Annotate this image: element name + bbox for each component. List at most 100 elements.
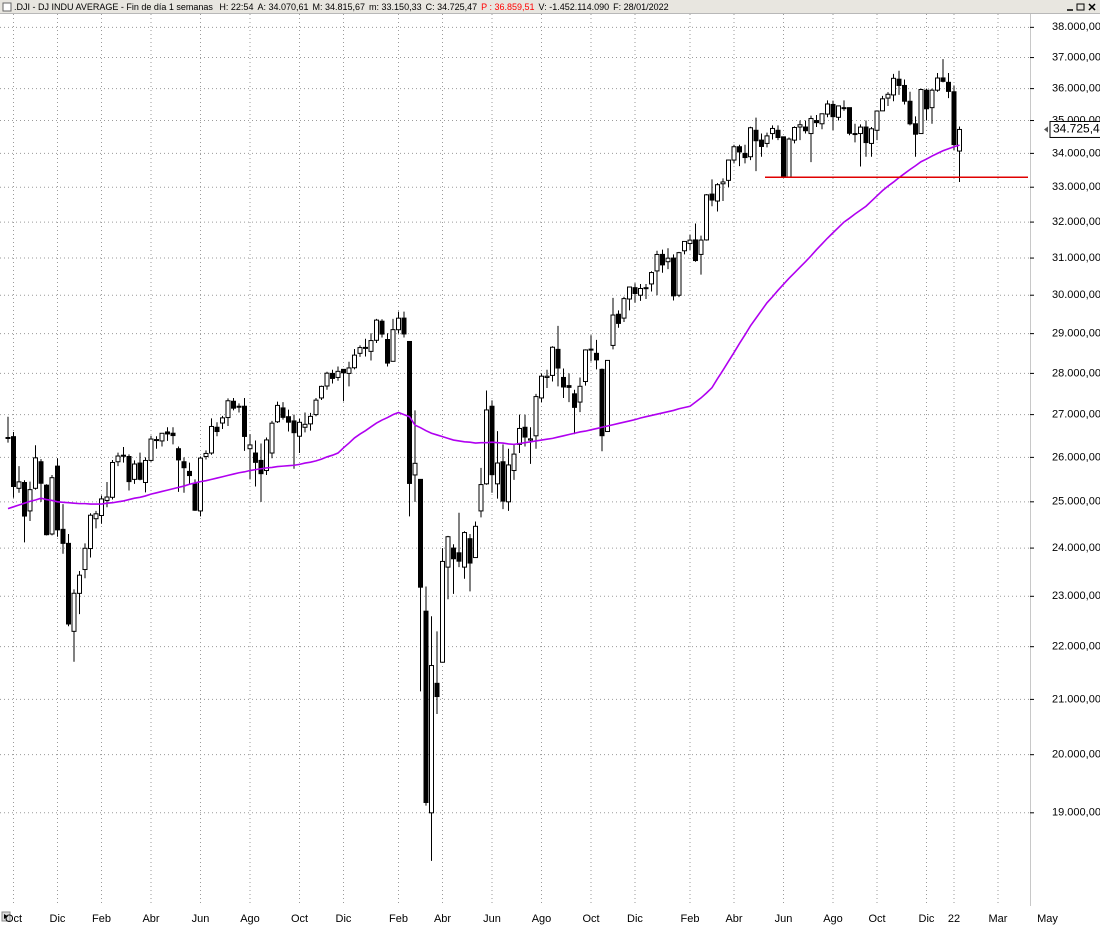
candle-body (49, 477, 55, 535)
header-icon (2, 2, 12, 12)
candle-body (792, 126, 797, 141)
candle-body (407, 340, 412, 484)
candle-body (500, 461, 506, 502)
candle-body (671, 257, 676, 297)
candle-body (880, 98, 885, 112)
candle-body (55, 465, 60, 531)
candle-body (786, 138, 792, 178)
y-tick-label: 37.000,00 (1052, 51, 1100, 63)
candle-body (511, 453, 517, 472)
y-tick-label: 32.000,00 (1052, 216, 1100, 228)
candle-body (214, 426, 220, 433)
candle-body (517, 427, 522, 445)
candle-body (478, 484, 484, 512)
y-tick-label: 23.000,00 (1052, 590, 1100, 602)
candle-body (44, 484, 49, 536)
x-tick-label: 22 (948, 913, 960, 925)
candle-body (302, 423, 308, 428)
candle-body (858, 126, 863, 135)
candle-body (159, 432, 165, 442)
header-field: V: -1.452.114.090 (538, 2, 610, 12)
candle-body (577, 385, 583, 403)
candle-body (704, 194, 709, 241)
candle-body (539, 375, 544, 399)
candle-body (825, 103, 830, 115)
moving-average (7, 144, 960, 510)
candle-body (594, 352, 599, 361)
candle-body (775, 129, 781, 138)
candle-body (170, 432, 176, 437)
candle-body (957, 128, 962, 152)
candle-body (390, 329, 396, 362)
plot-area (0, 14, 1030, 906)
candle-body (231, 400, 236, 409)
candle-body (764, 135, 770, 144)
candle-body (863, 126, 869, 144)
candle-body (313, 399, 319, 416)
x-tick-label: Dic (336, 913, 352, 925)
candle-body (440, 560, 445, 663)
x-tick-label: Dic (627, 913, 643, 925)
candle-body (115, 455, 121, 463)
candle-body (682, 240, 687, 252)
x-tick-label: Jun (192, 913, 210, 925)
window-buttons[interactable] (1064, 1, 1098, 13)
candle-body (698, 239, 704, 255)
y-tick-label: 26.000,00 (1052, 451, 1100, 463)
candle-body (258, 459, 264, 475)
candle-body (814, 120, 819, 124)
candle-body (11, 436, 16, 488)
y-tick-label: 25.000,00 (1052, 496, 1100, 508)
candle-body (726, 159, 731, 181)
candle-body (203, 452, 209, 458)
candle-body (528, 438, 533, 441)
header-field: M: 34.815,67 (312, 2, 366, 12)
candle-body (885, 93, 891, 99)
candle-body (621, 298, 627, 319)
candle-body (555, 348, 561, 369)
candle-body (588, 348, 594, 351)
candle-body (874, 110, 880, 131)
candle-body (759, 139, 764, 147)
x-tick-label: Ago (240, 913, 260, 925)
candle-body (533, 396, 539, 437)
candle-body (379, 320, 385, 335)
candle-body (16, 481, 22, 489)
candle-body (324, 372, 330, 387)
candle-body (137, 462, 143, 480)
x-tick-label: Feb (92, 913, 111, 925)
candle-body (236, 405, 242, 408)
candle-body (544, 375, 550, 378)
candle-body (599, 368, 605, 437)
candle-body (187, 470, 192, 477)
candle-body (429, 665, 434, 814)
candle-body (198, 457, 203, 512)
candle-body (451, 547, 456, 560)
candle-body (467, 538, 473, 564)
candle-body (445, 536, 451, 568)
candle-body (99, 498, 104, 516)
candle-body (808, 118, 814, 135)
candle-body (385, 339, 390, 364)
candle-body (929, 89, 935, 109)
y-tick-label: 29.000,00 (1052, 328, 1100, 340)
candle-body (346, 367, 352, 374)
candle-body (308, 415, 313, 425)
candle-body (654, 253, 660, 272)
candle-body (401, 317, 407, 335)
candle-body (852, 133, 858, 136)
candle-body (506, 464, 511, 503)
candle-body (297, 421, 302, 437)
header-bar: .DJI - DJ INDU AVERAGE - Fin de día 1 se… (0, 0, 1100, 14)
x-tick-label: Abr (434, 913, 451, 925)
candle-body (148, 438, 154, 461)
candle-body (913, 123, 918, 135)
candle-body (632, 287, 638, 294)
candle-body (423, 610, 429, 803)
candle-body (319, 385, 324, 399)
candle-body (5, 437, 11, 440)
candle-body (484, 409, 489, 485)
candle-body (643, 287, 649, 290)
